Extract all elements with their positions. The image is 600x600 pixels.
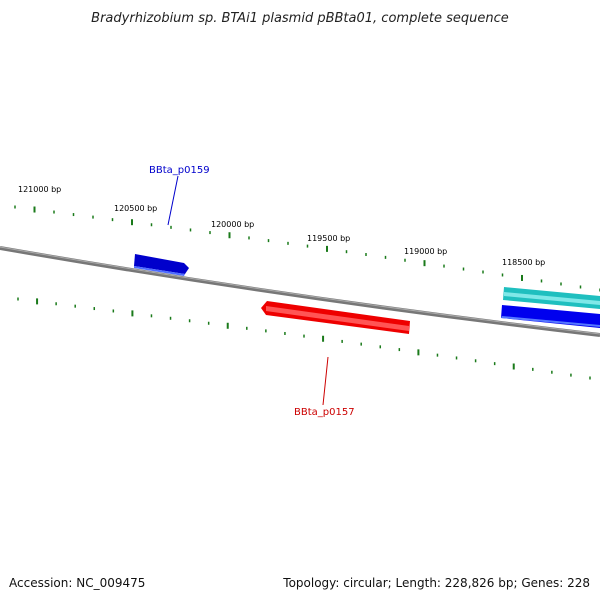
gene-arrow-shade <box>504 292 600 305</box>
gene-label: BBta_p0157 <box>294 407 355 418</box>
scale-label: 121000 bp <box>18 185 61 194</box>
feature-blue[interactable] <box>501 305 600 328</box>
sequence-backbone-highlight <box>0 246 600 335</box>
scale-label: 120000 bp <box>211 220 254 229</box>
outer-ticks <box>14 205 600 292</box>
scale-label: 120500 bp <box>114 204 157 213</box>
feature-teal[interactable] <box>503 287 600 309</box>
gene-label: BBta_p0159 <box>149 165 210 176</box>
gene-arrow[interactable] <box>134 254 189 274</box>
gene-bbta-p0157[interactable]: BBta_p0157 <box>261 301 410 418</box>
gene-label-connector <box>167 175 179 226</box>
scale-label: 118500 bp <box>502 258 545 267</box>
gene-arrow-shade <box>134 266 185 276</box>
gene-bbta-p0159[interactable]: BBta_p0159 <box>134 165 210 276</box>
gene-arrow-shade <box>266 306 409 331</box>
summary-text: Topology: circular; Length: 228,826 bp; … <box>283 576 590 590</box>
accession-text: Accession: NC_009475 <box>9 576 146 590</box>
sequence-backbone <box>0 246 600 337</box>
gene-arrow[interactable] <box>501 305 600 328</box>
gene-label-connector <box>322 356 329 406</box>
inner-ticks <box>17 297 591 380</box>
gene-arrow-shade <box>501 316 600 327</box>
scale-label: 119500 bp <box>307 234 350 243</box>
scale-label: 119000 bp <box>404 247 447 256</box>
map-title: Bradyrhizobium sp. BTAi1 plasmid pBBta01… <box>91 11 509 26</box>
